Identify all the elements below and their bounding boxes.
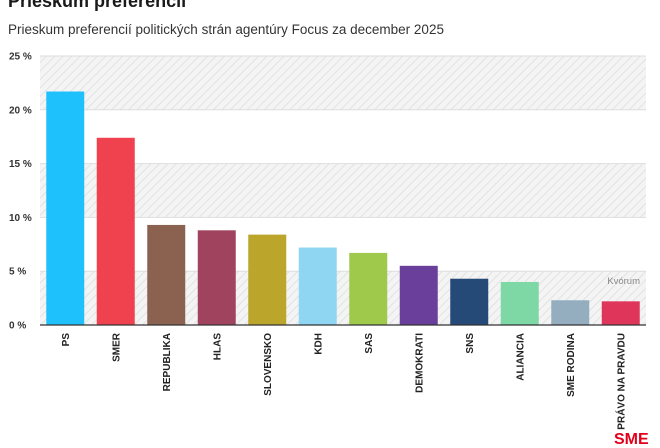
- bar: [248, 234, 287, 325]
- bar: [601, 301, 640, 325]
- grid-band: [40, 271, 646, 325]
- category-label: SMER: [111, 332, 122, 362]
- bar: [46, 91, 85, 326]
- category-label: PRÁVO NA PRAVDU: [614, 333, 627, 430]
- bar: [500, 281, 539, 325]
- y-tick-label: 0 %: [9, 321, 26, 332]
- bar: [450, 278, 489, 325]
- category-label: DEMOKRATI: [414, 333, 425, 393]
- bar: [349, 252, 388, 325]
- category-label: HLAS: [212, 333, 223, 361]
- y-tick-label: 20 %: [9, 105, 32, 116]
- category-label: ALIANCIA: [515, 333, 526, 381]
- bar: [298, 247, 337, 325]
- bar: [551, 300, 590, 325]
- category-label: PS: [61, 333, 72, 347]
- y-tick-label: 15 %: [9, 159, 32, 170]
- sme-logo: SME: [614, 431, 649, 448]
- y-tick-label: 25 %: [9, 52, 32, 63]
- grid-band: [40, 56, 646, 110]
- category-label: SAS: [364, 333, 375, 354]
- bar: [147, 224, 186, 325]
- category-label: REPUBLIKA: [162, 333, 173, 391]
- bar: [96, 137, 135, 325]
- y-tick-label: 5 %: [9, 267, 26, 278]
- threshold-label: Kvórum: [607, 276, 640, 287]
- category-label: SNS: [465, 333, 476, 354]
- chart-subtitle: Prieskum preferencií politických strán a…: [8, 22, 444, 37]
- category-label: KDH: [313, 333, 324, 355]
- grid-band: [40, 163, 646, 218]
- bar: [399, 265, 438, 325]
- bar: [197, 230, 236, 325]
- chart-title: Prieskum preferencií: [8, 0, 187, 11]
- category-label: SME RODINA: [566, 333, 577, 397]
- category-label: SLOVENSKO: [263, 333, 274, 396]
- y-tick-label: 10 %: [9, 213, 32, 224]
